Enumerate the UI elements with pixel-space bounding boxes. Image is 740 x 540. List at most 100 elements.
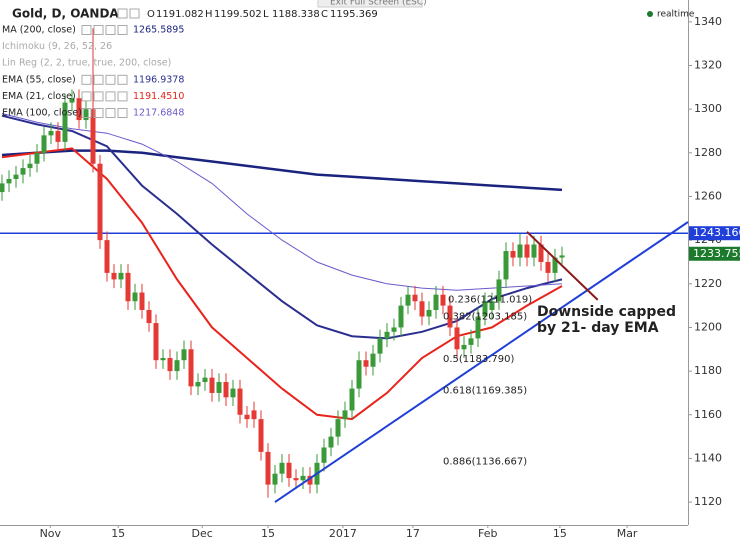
candle-body	[342, 410, 348, 420]
candle-body	[461, 344, 467, 350]
candle-body	[293, 478, 299, 481]
annotation: by 21- day EMA	[537, 320, 659, 336]
candle-body	[62, 102, 68, 142]
legend-icon	[117, 74, 128, 85]
candle-body	[41, 135, 47, 153]
candle-body	[349, 388, 355, 411]
candle-body	[202, 377, 208, 383]
legend-name: MA (200, close)	[2, 25, 76, 36]
legend-icon	[81, 74, 92, 85]
candle-body	[489, 301, 495, 310]
legend-value: 1217.6848	[133, 108, 184, 119]
candle-body	[517, 244, 523, 258]
x-tick-label: Mar	[617, 527, 638, 540]
legend-value: 1191.4510	[133, 91, 184, 102]
candle-body	[363, 360, 369, 367]
candle-body	[216, 382, 222, 393]
price-box-label: 1243.166	[693, 226, 740, 239]
candle-body	[69, 98, 75, 103]
x-tick-label: 15	[261, 527, 275, 540]
candle-body	[118, 272, 124, 280]
legend-icon	[93, 25, 104, 35]
legend-icon	[117, 91, 128, 102]
candle-body	[300, 475, 306, 481]
candle-body	[146, 309, 152, 324]
legend-icon	[117, 25, 128, 35]
x-tick-label: Nov	[40, 527, 62, 540]
ohlc-key: O	[147, 9, 155, 20]
candle-body	[426, 309, 432, 317]
candle-body	[104, 240, 110, 273]
price-box	[689, 246, 740, 261]
candle-body	[496, 279, 502, 302]
candle-body	[377, 338, 383, 354]
candle-body	[258, 419, 264, 452]
candle-body	[237, 388, 243, 415]
candle-body	[433, 294, 439, 310]
candle-body	[125, 272, 131, 302]
candle-body	[412, 294, 418, 302]
candle-body	[251, 410, 257, 420]
candle-body	[0, 183, 5, 193]
legend-icon	[93, 91, 104, 102]
x-tick-label: 2017	[329, 527, 357, 540]
candle-body	[447, 305, 453, 328]
realtime-label: realtime	[657, 10, 695, 20]
candle-body	[160, 358, 166, 361]
candle-body	[440, 294, 446, 306]
symbol-title: Gold, D, OANDA	[12, 7, 119, 21]
ohlc-key: C	[321, 9, 328, 20]
legend-icon	[117, 108, 128, 118]
legend-value: 1265.5895	[133, 25, 184, 36]
candle-body	[230, 388, 236, 398]
candle-body	[356, 360, 362, 389]
ohlc-value: 1191.082	[156, 9, 204, 20]
legend-icon	[93, 74, 104, 85]
y-tick-label: 1220	[694, 277, 722, 290]
candle-body	[559, 255, 565, 258]
candle-body	[398, 305, 404, 328]
candle-body	[111, 272, 117, 280]
y-tick-label: 1180	[694, 364, 722, 377]
y-tick-label: 1120	[694, 495, 722, 508]
candle-body	[286, 462, 292, 479]
trend-line	[274, 221, 689, 503]
candle-body	[6, 179, 12, 184]
candle-body	[405, 294, 411, 306]
candle-body	[153, 323, 159, 361]
candle-body	[531, 244, 537, 258]
candle-body	[132, 292, 138, 302]
candle-body	[321, 447, 327, 463]
fib-label: 0.618(1169.385)	[443, 385, 527, 396]
legend-icon	[93, 108, 104, 118]
candle-body	[34, 152, 40, 164]
legend-icon	[105, 108, 116, 118]
x-tick-label: 15	[553, 527, 567, 540]
candle-body	[468, 338, 474, 345]
candle-body	[27, 163, 33, 169]
candle-body	[55, 130, 61, 142]
price-box-label: 1233.755	[693, 247, 740, 260]
trend-line	[526, 231, 599, 301]
candle-body	[195, 382, 201, 387]
y-tick-label: 1280	[694, 146, 722, 159]
ohlc-value: 1188.338	[272, 9, 320, 20]
legend-icon	[81, 91, 92, 102]
legend-name: EMA (55, close)	[2, 74, 76, 85]
candle-body	[265, 451, 271, 485]
candle-body	[307, 475, 313, 485]
y-tick-label: 1300	[694, 102, 722, 115]
x-tick-label: Feb	[478, 527, 497, 540]
candle-body	[13, 174, 19, 180]
legend-icon	[105, 74, 116, 85]
ohlc-key: H	[205, 9, 213, 20]
y-tick-label: 1260	[694, 189, 722, 202]
plot-area	[0, 28, 689, 503]
legend-value: 1196.9378	[133, 74, 184, 85]
candle-body	[545, 261, 551, 273]
tooltip: Exit Full Screen (ESC)	[330, 0, 427, 8]
realtime-dot	[647, 11, 653, 17]
x-tick-label: 15	[111, 527, 125, 540]
